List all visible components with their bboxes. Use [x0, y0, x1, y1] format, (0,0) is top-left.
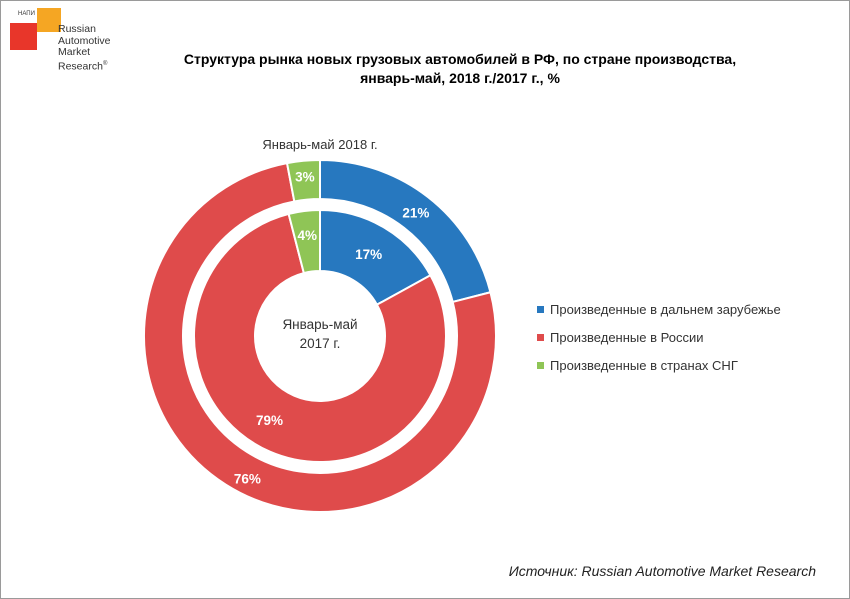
chart-title-line1: Структура рынка новых грузовых автомобил… [183, 51, 737, 67]
legend-swatch [537, 361, 544, 369]
inner-slice-1 [193, 212, 447, 463]
legend-item: Произведенные в России [537, 323, 781, 351]
inner-slice-label-0: 17% [355, 247, 382, 262]
center-label-line2: 2017 г. [299, 336, 341, 351]
legend-label: Произведенные в дальнем зарубежье [550, 301, 781, 317]
logo-orange-square [37, 8, 61, 32]
company-logo: НАПИ Russian Automotive Market Research® [10, 8, 120, 80]
logo-line: Russian [58, 23, 96, 35]
chart-title: Структура рынка новых грузовых автомобил… [100, 50, 820, 88]
registered-mark: ® [102, 60, 108, 67]
legend-swatch [537, 333, 544, 341]
logo-line: Research® [58, 60, 108, 72]
center-label: Январь-май 2017 г. [260, 315, 380, 353]
outer-slice-label-2: 3% [295, 169, 315, 184]
outer-slice-1 [143, 161, 497, 513]
center-label-line1: Январь-май [282, 317, 358, 332]
logo-line: Automotive [58, 34, 111, 47]
inner-slice-2 [287, 208, 321, 275]
legend-item: Произведенные в странах СНГ [537, 351, 781, 379]
outer-slice-2 [285, 158, 321, 203]
legend-label: Произведенные в России [550, 329, 704, 345]
legend-swatch [537, 305, 544, 313]
logo-red-square [10, 23, 37, 50]
legend-label: Произведенные в странах СНГ [550, 357, 738, 373]
outer-ring-label: Январь-май 2018 г. [262, 137, 378, 152]
inner-slice-label-1: 79% [256, 413, 283, 428]
legend-item: Произведенные в дальнем зарубежье [537, 295, 781, 323]
inner-slice-label-2: 4% [298, 228, 318, 243]
logo-small-text: НАПИ [18, 11, 35, 17]
chart-legend: Произведенные в дальнем зарубежье Произве… [537, 295, 781, 379]
logo-line: Market [58, 46, 91, 58]
source-note: Источник: Russian Automotive Market Rese… [508, 563, 816, 579]
chart-title-line2: январь-май, 2018 г./2017 г., % [360, 70, 560, 86]
outer-slice-label-0: 21% [402, 205, 429, 220]
logo-text: Russian Automotive Market Research® [58, 23, 111, 73]
outer-slice-label-1: 76% [234, 472, 261, 487]
